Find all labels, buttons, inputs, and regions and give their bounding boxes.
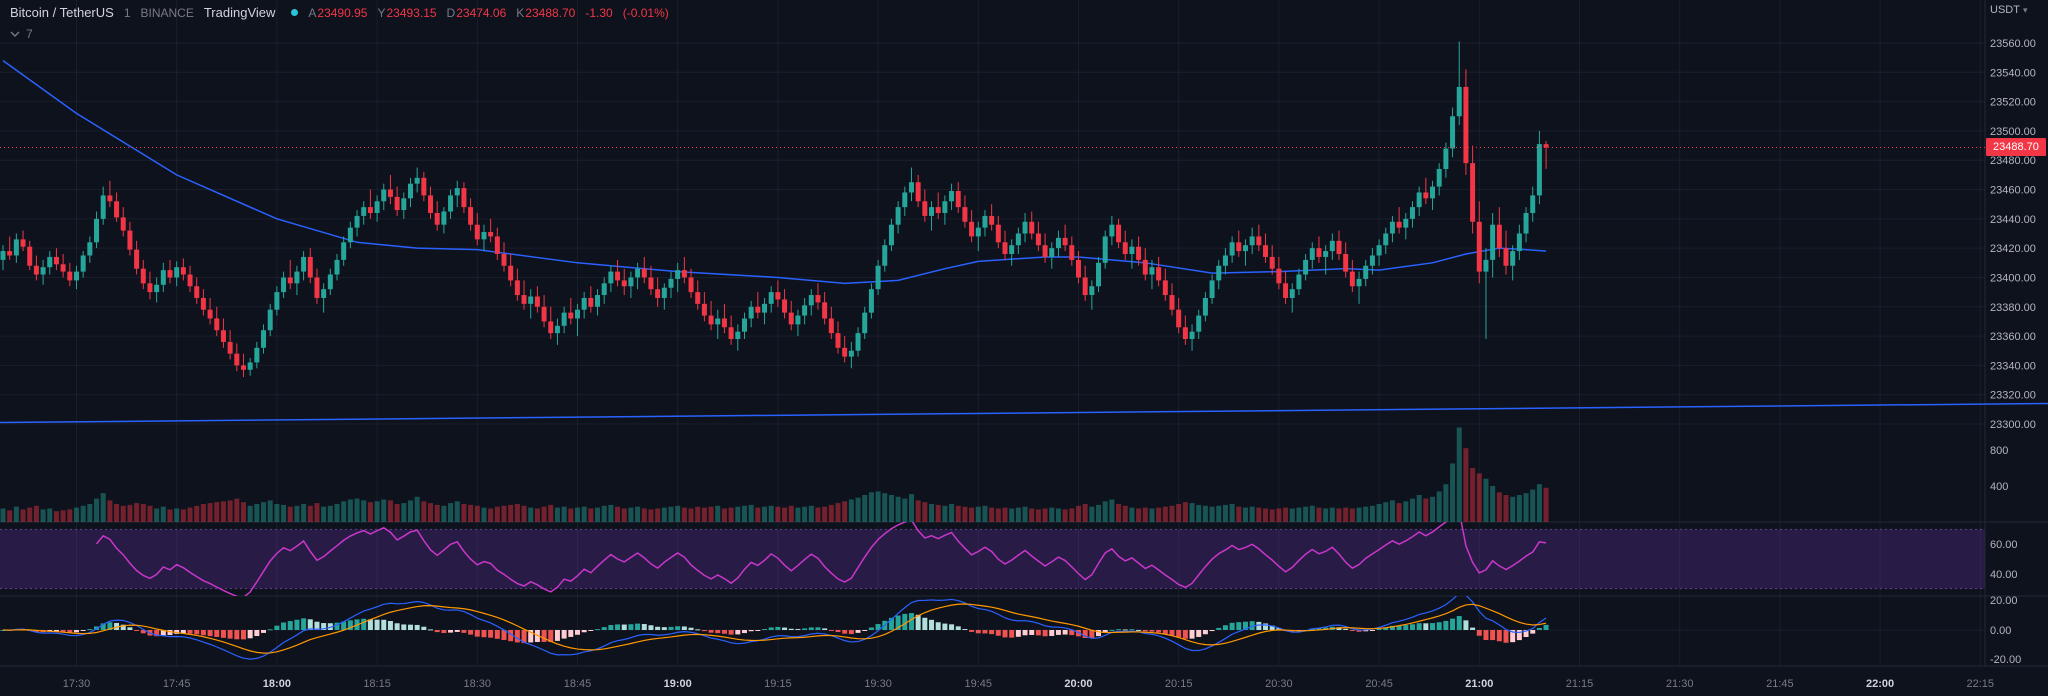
svg-text:18:15: 18:15 — [363, 678, 391, 690]
svg-text:0.00: 0.00 — [1990, 625, 2011, 637]
symbol-title[interactable]: Bitcoin / TetherUS — [10, 5, 114, 20]
time-tick-labels: 17:30 17:45 18:00 18:15 18:30 18:45 19:00 19:15… — [63, 678, 1994, 690]
svg-text:800: 800 — [1990, 445, 2008, 457]
svg-text:21:15: 21:15 — [1566, 678, 1594, 690]
low-label: D — [446, 5, 456, 20]
svg-text:40.00: 40.00 — [1990, 569, 2018, 581]
legend-row-main: Bitcoin / TetherUS 1 BINANCE TradingView… — [10, 5, 669, 20]
price-axis[interactable]: USDT ▾ 23488.70 — [1985, 0, 2048, 666]
svg-text:23300.00: 23300.00 — [1990, 419, 2036, 431]
price-tick-labels: 23560.00 23540.00 23520.00 23500.00 23480.00… — [1990, 38, 2036, 666]
tradingview-attribution[interactable]: TradingView — [203, 5, 276, 20]
svg-text:23460.00: 23460.00 — [1990, 185, 2036, 197]
quote-low: D 23474.06 — [447, 6, 507, 20]
change-value: -1.30 — [585, 5, 613, 20]
indicator-summary-toggle[interactable]: 7 — [10, 27, 669, 41]
macd-plot — [0, 596, 1549, 660]
quote-open: A 23490.95 — [308, 6, 367, 20]
svg-text:23360.00: 23360.00 — [1990, 331, 2036, 343]
svg-text:18:00: 18:00 — [263, 678, 291, 690]
quote-close: K 23488.70 — [516, 6, 575, 20]
quote-high: Y 23493.15 — [377, 6, 436, 20]
svg-text:23380.00: 23380.00 — [1990, 302, 2036, 314]
market-status-dot — [291, 9, 299, 16]
svg-text:23340.00: 23340.00 — [1990, 360, 2036, 372]
svg-text:23540.00: 23540.00 — [1990, 67, 2036, 79]
svg-text:23400.00: 23400.00 — [1990, 272, 2036, 284]
svg-text:23500.00: 23500.00 — [1990, 126, 2036, 138]
svg-text:17:45: 17:45 — [163, 678, 191, 690]
candlesticks — [0, 41, 1549, 378]
high-value: 23493.15 — [386, 5, 437, 20]
chevron-down-icon — [10, 31, 20, 37]
svg-text:20.00: 20.00 — [1990, 595, 2018, 607]
svg-text:20:45: 20:45 — [1365, 678, 1393, 690]
symbol-legend: Bitcoin / TetherUS 1 BINANCE TradingView… — [10, 5, 669, 41]
svg-text:-20.00: -20.00 — [1990, 654, 2021, 666]
svg-text:21:45: 21:45 — [1766, 678, 1794, 690]
close-value: 23488.70 — [525, 5, 576, 20]
currency-selector[interactable]: USDT ▾ — [1985, 0, 2048, 16]
svg-text:19:45: 19:45 — [965, 678, 993, 690]
open-label: A — [308, 5, 317, 20]
interval-label[interactable]: 1 — [123, 5, 131, 20]
svg-text:23480.00: 23480.00 — [1990, 155, 2036, 167]
svg-text:400: 400 — [1990, 481, 2008, 493]
svg-text:23560.00: 23560.00 — [1990, 38, 2036, 50]
high-label: Y — [377, 5, 386, 20]
svg-text:23440.00: 23440.00 — [1990, 214, 2036, 226]
svg-text:23420.00: 23420.00 — [1990, 243, 2036, 255]
svg-text:23320.00: 23320.00 — [1990, 390, 2036, 402]
grid-lines — [0, 0, 1985, 666]
chevron-down-icon: ▾ — [2022, 4, 2028, 15]
svg-text:21:00: 21:00 — [1465, 678, 1493, 690]
svg-text:20:00: 20:00 — [1064, 678, 1092, 690]
exchange-label: BINANCE — [140, 5, 194, 20]
rsi-plot — [95, 522, 1547, 596]
svg-text:60.00: 60.00 — [1990, 539, 2018, 551]
currency-label: USDT — [1990, 4, 2020, 16]
svg-text:18:30: 18:30 — [464, 678, 492, 690]
ma-lines — [0, 59, 2048, 424]
time-axis[interactable] — [0, 666, 2048, 696]
close-label: K — [516, 5, 525, 20]
svg-text:18:45: 18:45 — [564, 678, 592, 690]
svg-text:19:00: 19:00 — [664, 678, 692, 690]
last-price-badge: 23488.70 — [1986, 138, 2046, 157]
low-value: 23474.06 — [456, 5, 507, 20]
change-percent: (-0.01%) — [622, 5, 669, 20]
svg-text:22:00: 22:00 — [1866, 678, 1894, 690]
open-value: 23490.95 — [317, 5, 368, 20]
svg-text:22:15: 22:15 — [1967, 678, 1995, 690]
svg-text:23520.00: 23520.00 — [1990, 97, 2036, 109]
indicator-count: 7 — [26, 27, 33, 41]
volume-bars — [0, 427, 1549, 522]
svg-text:19:15: 19:15 — [764, 678, 792, 690]
svg-text:21:30: 21:30 — [1666, 678, 1694, 690]
svg-text:17:30: 17:30 — [63, 678, 91, 690]
svg-text:19:30: 19:30 — [864, 678, 892, 690]
svg-text:20:30: 20:30 — [1265, 678, 1293, 690]
svg-text:20:15: 20:15 — [1165, 678, 1193, 690]
